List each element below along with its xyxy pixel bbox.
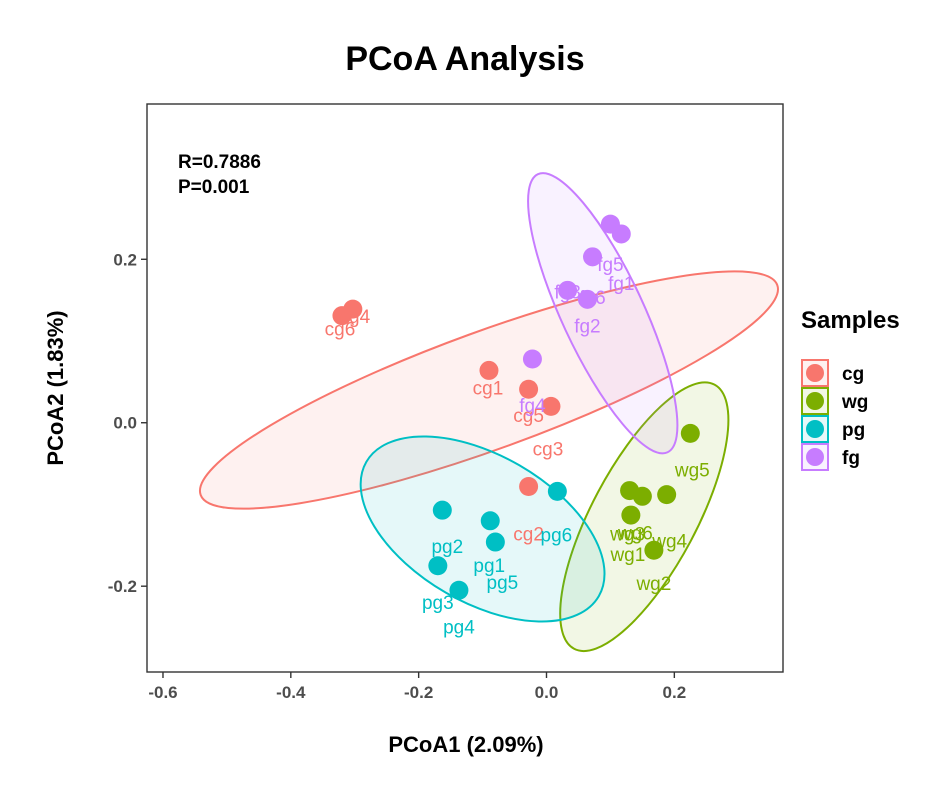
point-wg1 <box>621 505 641 525</box>
legend-item-pg: pg <box>801 415 865 443</box>
point-label-fg5: fg5 <box>597 255 623 276</box>
y-tick-label: 0.2 <box>113 250 137 269</box>
point-cg4 <box>343 299 363 319</box>
point-label-fg3: fg3 <box>554 282 580 303</box>
point-label-cg1: cg1 <box>473 378 504 399</box>
point-label-cg3: cg3 <box>533 439 564 460</box>
point-pg2 <box>432 500 452 520</box>
stat-p-label: P=0.001 <box>178 177 250 198</box>
legend-label-wg: wg <box>841 392 868 413</box>
point-label-pg4: pg4 <box>443 617 475 638</box>
point-cg1 <box>479 360 499 380</box>
point-label-wg6: wg6 <box>617 523 653 544</box>
point-cg5 <box>519 379 539 399</box>
confidence-ellipse-fg <box>527 172 679 455</box>
chart-title: PCoA Analysis <box>345 40 584 78</box>
point-wg5 <box>680 423 700 443</box>
point-label-wg5: wg5 <box>674 460 710 481</box>
x-tick-label: 0.2 <box>663 683 687 702</box>
point-pg1 <box>480 511 500 531</box>
point-wg2 <box>644 540 664 560</box>
point-wg4 <box>657 485 677 505</box>
point-cg3 <box>541 396 561 416</box>
legend-label-pg: pg <box>842 420 865 441</box>
point-fg3 <box>558 280 578 300</box>
y-tick-label: -0.2 <box>108 577 137 596</box>
x-tick-label: -0.4 <box>276 683 306 702</box>
x-tick-label: 0.0 <box>535 683 559 702</box>
legend-title: Samples <box>801 307 900 334</box>
point-label-cg4: cg4 <box>340 307 371 328</box>
legend-dot-wg <box>806 392 824 410</box>
legend-dot-fg <box>806 448 824 466</box>
x-tick-label: -0.6 <box>148 683 177 702</box>
point-fg2 <box>577 289 597 309</box>
legend: cg wg pg fg <box>801 359 868 471</box>
point-pg3 <box>428 556 448 576</box>
point-label-fg2: fg2 <box>574 316 600 337</box>
stat-r-label: R=0.7886 <box>178 152 261 173</box>
plot-panel <box>147 104 783 672</box>
point-label-wg3: wg3 <box>609 525 645 546</box>
y-axis-title: PCoA2 (1.83%) <box>43 310 68 465</box>
axis-layer: -0.6 -0.4 -0.2 0.0 0.2 -0.2 0.0 0.2 <box>108 250 686 702</box>
y-tick-label: 0.0 <box>113 414 137 433</box>
confidence-ellipse-wg <box>559 381 730 653</box>
legend-dot-pg <box>806 420 824 438</box>
point-label-cg6: cg6 <box>325 320 356 341</box>
legend-item-wg: wg <box>801 387 868 415</box>
point-label-wg1: wg1 <box>609 545 645 566</box>
point-pg4 <box>449 580 469 600</box>
point-fg6 <box>583 247 603 267</box>
plot-border <box>146 103 784 673</box>
point-label-pg5: pg5 <box>487 573 519 594</box>
x-axis-title: PCoA1 (2.09%) <box>388 732 543 757</box>
point-pg5 <box>485 532 505 552</box>
point-fg4 <box>522 349 542 369</box>
legend-dot-cg <box>806 364 824 382</box>
confidence-ellipse-cg <box>198 270 779 510</box>
point-label-cg2: cg2 <box>513 524 544 545</box>
legend-label-cg: cg <box>842 364 864 385</box>
legend-label-fg: fg <box>842 448 860 469</box>
point-pg6 <box>547 481 567 501</box>
point-fg1 <box>611 224 631 244</box>
point-label-pg2: pg2 <box>431 537 463 558</box>
x-tick-label: -0.2 <box>404 683 433 702</box>
point-wg6 <box>632 486 652 506</box>
point-label-fg4: fg4 <box>519 396 546 417</box>
point-label-wg2: wg2 <box>635 574 671 595</box>
point-label-cg5: cg5 <box>513 406 544 427</box>
point-label-pg3: pg3 <box>422 593 454 614</box>
point-label-fg1: fg1 <box>608 274 634 295</box>
confidence-ellipse-pg <box>359 435 606 623</box>
point-label-pg1: pg1 <box>473 556 505 577</box>
point-cg2 <box>519 476 539 496</box>
point-label-pg6: pg6 <box>541 525 573 546</box>
legend-item-cg: cg <box>801 359 864 387</box>
legend-item-fg: fg <box>801 443 860 471</box>
